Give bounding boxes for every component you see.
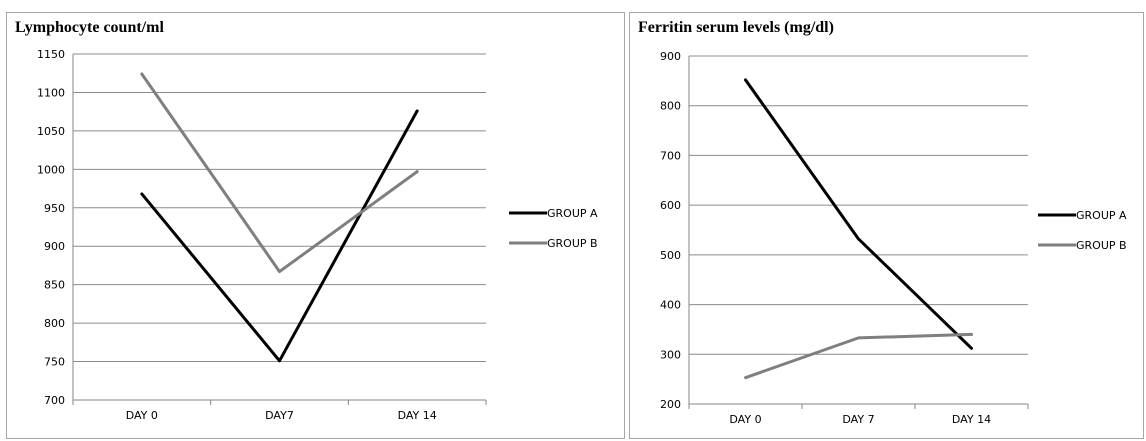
y-tick-label: 200 — [660, 398, 681, 411]
legend-label: GROUP B — [547, 237, 598, 250]
legend-label: GROUP A — [547, 207, 598, 220]
x-tick-label: DAY 0 — [729, 413, 761, 426]
ferritin-chart: 200 300 400 500 600 700 800 900 DAY 0 DAY 7 DAY 14… — [660, 50, 1127, 426]
series-line-group-a — [744, 78, 973, 350]
y-tick-label: 600 — [660, 199, 681, 212]
series-line-group-a — [140, 109, 419, 363]
lymphocyte-chart-panel: Lymphocyte count/ml 700 750 800 850 900 950 10… — [6, 12, 625, 439]
legend-label: GROUP A — [1076, 209, 1127, 222]
y-tick-label: 900 — [44, 240, 65, 253]
x-tick-label: DAY7 — [265, 409, 294, 422]
x-tick-label: DAY 14 — [952, 413, 991, 426]
y-tick-label: 1150 — [37, 48, 65, 61]
y-tick-label: 700 — [660, 149, 681, 162]
chart-title: Lymphocyte count/ml — [15, 19, 164, 36]
y-tick-label: 300 — [660, 348, 681, 361]
legend-label: GROUP B — [1076, 239, 1127, 252]
y-tick-label: 850 — [44, 279, 65, 292]
y-tick-label: 700 — [44, 394, 65, 407]
series-line-group-b — [744, 332, 973, 380]
y-tick-label: 750 — [44, 356, 65, 369]
y-tick-label: 800 — [44, 317, 65, 330]
series-line-group-b — [140, 72, 419, 274]
y-tick-label: 1100 — [37, 86, 65, 99]
x-tick-label: DAY 0 — [126, 409, 158, 422]
chart-title: Ferritin serum levels (mg/dl) — [638, 19, 834, 36]
y-tick-label: 900 — [660, 50, 681, 63]
y-tick-label: 800 — [660, 100, 681, 113]
y-tick-label: 1000 — [37, 163, 65, 176]
lymphocyte-chart: 700 750 800 850 900 950 1000 1050 1100 1150 DAY 0 D… — [37, 48, 598, 422]
x-tick-label: DAY 14 — [398, 409, 437, 422]
ferritin-chart-panel: Ferritin serum levels (mg/dl) 200 300 400 5… — [629, 12, 1144, 439]
x-tick-label: DAY 7 — [842, 413, 874, 426]
y-tick-label: 1050 — [37, 125, 65, 138]
y-tick-label: 500 — [660, 249, 681, 262]
y-tick-label: 400 — [660, 299, 681, 312]
y-tick-label: 950 — [44, 202, 65, 215]
